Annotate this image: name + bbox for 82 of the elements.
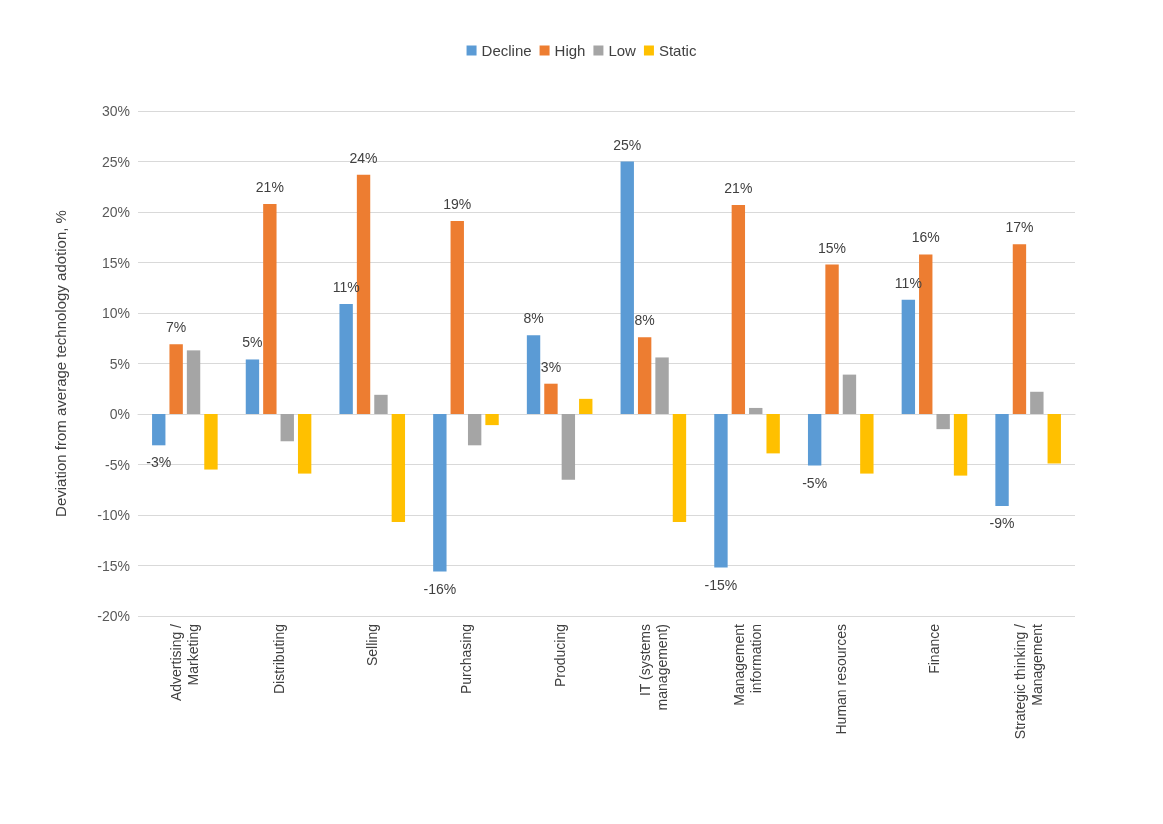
y-tick-label: 15% — [101, 254, 130, 271]
bar — [731, 204, 746, 414]
data-label: -5% — [802, 474, 828, 491]
data-label: 19% — [443, 196, 472, 213]
bar — [995, 414, 1009, 506]
bar — [280, 414, 294, 442]
bar — [485, 414, 499, 426]
data-label: -9% — [989, 514, 1015, 531]
x-tick-label: Finance — [926, 623, 943, 674]
data-label: 21% — [724, 179, 753, 196]
y-tick-label: 10% — [101, 305, 130, 321]
bar — [842, 374, 857, 414]
bar — [339, 303, 353, 414]
bar — [374, 394, 388, 414]
data-label: 8% — [634, 312, 655, 329]
data-label: 8% — [523, 310, 544, 327]
data-label: 5% — [242, 334, 263, 351]
bar — [1030, 391, 1044, 414]
bar — [204, 414, 218, 470]
bar — [186, 350, 201, 414]
data-label: -15% — [704, 576, 738, 593]
x-tick-label: Producing — [551, 624, 568, 688]
bar — [936, 414, 950, 430]
bar — [297, 414, 312, 474]
bar — [825, 264, 839, 414]
x-tick-label: IT (systems management) — [636, 624, 670, 711]
data-label: 3% — [540, 358, 562, 375]
y-tick-label: -10% — [97, 507, 130, 523]
bar — [245, 359, 260, 414]
bar — [655, 357, 669, 414]
data-label: 15% — [818, 239, 847, 256]
bar — [766, 414, 780, 454]
x-tick-label: Distributing — [270, 624, 287, 695]
bar — [169, 344, 183, 414]
bar — [637, 337, 652, 414]
bar — [526, 335, 541, 414]
bar — [672, 414, 687, 523]
x-tick-label: Selling — [364, 624, 381, 667]
bar — [860, 414, 874, 474]
y-tick-label: 25% — [101, 153, 130, 170]
bar — [263, 203, 277, 414]
bar — [901, 299, 916, 414]
x-tick-label: Strategic thinking / Management — [1011, 623, 1045, 740]
data-label: 21% — [255, 178, 284, 195]
bar — [953, 414, 968, 476]
bar — [714, 414, 728, 568]
x-tick-label: Advertising / Marketing — [168, 623, 202, 702]
y-tick-label: 0% — [109, 406, 130, 422]
y-tick-label: -15% — [97, 557, 130, 574]
y-tick-label: -20% — [97, 608, 130, 624]
bar — [749, 407, 763, 414]
data-label: -16% — [423, 580, 457, 597]
data-label: 25% — [613, 136, 642, 153]
y-tick-label: -5% — [105, 456, 130, 473]
x-tick-label: Management information — [730, 623, 764, 706]
data-label: 24% — [349, 149, 378, 166]
bar — [1047, 414, 1061, 464]
legend-label: Low — [608, 42, 637, 59]
y-tick-label: 30% — [101, 103, 130, 119]
bar — [807, 414, 822, 466]
bar — [467, 414, 482, 446]
bar — [561, 414, 576, 480]
bar — [152, 414, 166, 446]
bar — [579, 398, 593, 414]
bar — [620, 161, 634, 414]
x-tick-label: Human resources — [832, 624, 849, 735]
legend-label: Static — [658, 42, 697, 59]
bar — [391, 414, 406, 523]
data-label: -3% — [146, 454, 172, 471]
bar — [1012, 244, 1027, 414]
x-tick-label: Purchasing — [457, 624, 474, 695]
legend-label: Decline — [481, 42, 532, 59]
bar — [433, 414, 447, 572]
data-label: 7% — [166, 319, 187, 336]
legend-label: High — [554, 42, 586, 59]
y-tick-label: 20% — [101, 204, 130, 220]
y-axis-title: Deviation from average technology adotion, % — [52, 210, 69, 517]
y-tick-label: 5% — [109, 355, 130, 372]
bar — [544, 383, 558, 414]
data-label: 17% — [1005, 219, 1034, 236]
bar — [450, 221, 464, 414]
data-label: 16% — [911, 229, 940, 246]
